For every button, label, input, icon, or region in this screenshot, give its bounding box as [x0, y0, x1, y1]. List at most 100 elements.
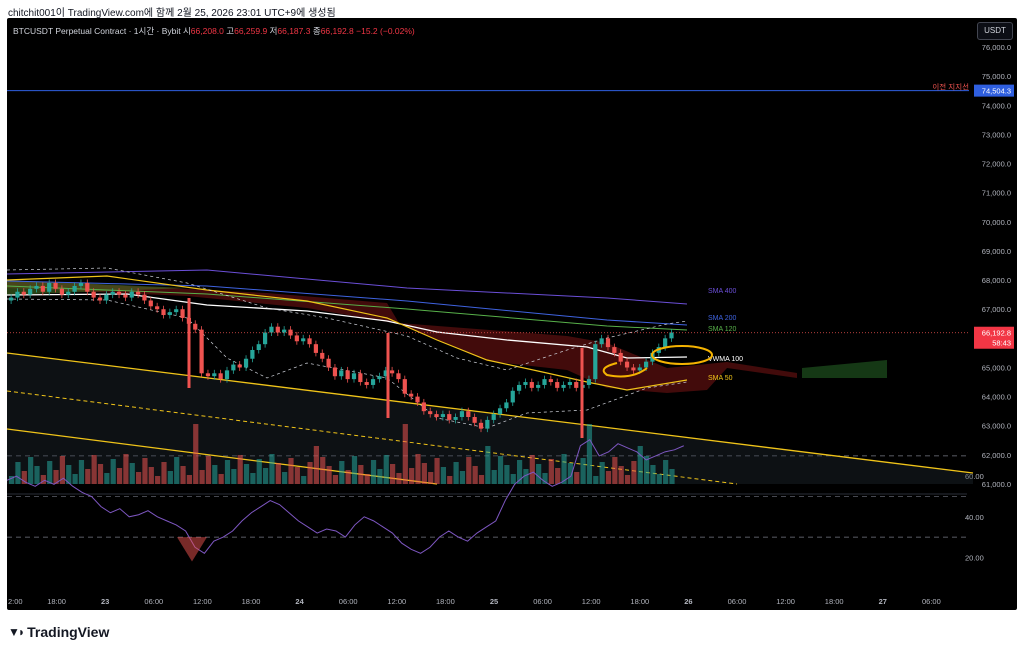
volume-bar: [275, 463, 281, 484]
volume-bar: [326, 466, 332, 484]
time-axis-label: 12:00: [193, 597, 212, 606]
volume-bar: [72, 474, 78, 484]
volume-bar: [142, 458, 148, 484]
volume-bar: [250, 473, 256, 484]
high-value: 66,259.9: [234, 26, 268, 36]
candle-body: [218, 373, 223, 380]
countdown-text: 58:43: [992, 339, 1011, 348]
volume-bar: [237, 455, 243, 484]
candle-body: [555, 382, 560, 388]
candle-body: [243, 358, 249, 368]
time-axis-label: 12:00: [387, 597, 406, 606]
price-axis-label: 62,000.0: [982, 451, 1011, 460]
candle-body: [605, 338, 611, 348]
volume-bar: [428, 472, 434, 484]
sma200-line: [7, 280, 688, 326]
ichimoku-cloud-bull: [7, 280, 187, 295]
symbol-title[interactable]: BTCUSDT Perpetual Contract · 1시간 · Bybit: [13, 26, 181, 36]
channel-fill: [7, 353, 973, 484]
support-price-tag: [974, 84, 1014, 97]
candle-body: [320, 352, 325, 359]
ohlc-legend: BTCUSDT Perpetual Contract · 1시간 · Bybit…: [13, 25, 415, 37]
volume-bar: [269, 454, 275, 484]
volume-bar: [364, 474, 370, 484]
candle-body: [110, 291, 115, 295]
volume-bar: [510, 474, 516, 484]
volume-bar: [243, 464, 250, 484]
candle-body: [536, 384, 541, 388]
chart-panel[interactable]: 76,000.0 75,000.0 74,000.0 73,000.0 72,000.0…: [7, 18, 1017, 610]
candle-body: [459, 411, 465, 418]
volume-bar: [459, 471, 466, 484]
volume-bar: [491, 470, 497, 484]
volume-bar: [561, 454, 567, 484]
sma400-label: SMA 400: [708, 288, 737, 295]
time-axis-label: 06:00: [728, 597, 747, 606]
candle-body: [263, 332, 268, 345]
price-axis-label: 74,000.0: [982, 101, 1011, 110]
volume-bar: [656, 474, 662, 484]
volume-bar: [205, 456, 212, 484]
volume-bar: [110, 459, 116, 484]
volume-bar: [555, 468, 561, 484]
volume-bar: [345, 470, 351, 484]
annotation-arrow: [602, 362, 648, 378]
candle-body: [409, 393, 414, 397]
candle-body: [129, 291, 134, 298]
volume-bar: [383, 455, 389, 484]
price-axis-label: 71,000.0: [982, 189, 1011, 198]
candle-body: [370, 379, 376, 385]
price-axis-label: 72,000.0: [982, 160, 1011, 169]
close-label: 종: [312, 26, 321, 36]
open-value: 66,208.0: [190, 26, 224, 36]
volume-bar: [542, 473, 548, 484]
candle-body: [631, 367, 636, 371]
candle-body: [523, 382, 528, 385]
volume-bar: [402, 424, 408, 484]
volume-bar: [148, 467, 154, 484]
candle-body: [136, 291, 141, 295]
volume-bar: [186, 475, 192, 484]
volume-bar: [472, 466, 478, 484]
candle-body: [421, 402, 426, 412]
volume-bar: [21, 471, 27, 484]
price-axis-label: 69,000.0: [982, 247, 1011, 256]
time-axis-label: 12:00: [582, 597, 601, 606]
candle-body: [193, 323, 198, 330]
volume-bar: [155, 476, 161, 484]
time-axis-label: 18:00: [630, 597, 649, 606]
candle-body: [294, 335, 299, 342]
volume-bar: [536, 464, 542, 484]
candle-body: [510, 390, 515, 403]
time-axis-label: 23: [101, 597, 109, 606]
price-chart[interactable]: 76,000.0 75,000.0 74,000.0 73,000.0 72,000.0…: [7, 18, 1017, 610]
time-axis-label: 24: [295, 597, 304, 606]
brand-name: TradingView: [27, 624, 110, 640]
candle-body: [180, 309, 185, 318]
time-axis-label: 12:00: [776, 597, 795, 606]
currency-button[interactable]: USDT: [977, 22, 1013, 40]
volume-bar: [167, 471, 173, 484]
volume-bar: [478, 475, 485, 484]
candle-body: [453, 417, 458, 420]
candle-body: [256, 344, 261, 351]
candle-body: [250, 350, 255, 359]
volume-bar: [586, 424, 593, 484]
volume-bar: [497, 456, 504, 484]
candle-body: [358, 373, 363, 383]
candle-body: [383, 370, 388, 377]
volume-bar: [409, 468, 415, 484]
volume-bar: [612, 457, 618, 484]
candle-body: [339, 370, 344, 377]
ichimoku-cloud-bear: [7, 280, 797, 393]
volume-bar: [199, 470, 205, 484]
time-axis-label: 18:00: [825, 597, 844, 606]
candle-body: [402, 379, 407, 394]
candle-body: [440, 414, 445, 418]
volume-bar: [377, 469, 383, 484]
candle-body: [599, 338, 604, 345]
candle-body: [53, 283, 58, 289]
volume-bar: [174, 457, 180, 484]
candle-body: [497, 408, 503, 415]
candle-body: [472, 417, 477, 423]
